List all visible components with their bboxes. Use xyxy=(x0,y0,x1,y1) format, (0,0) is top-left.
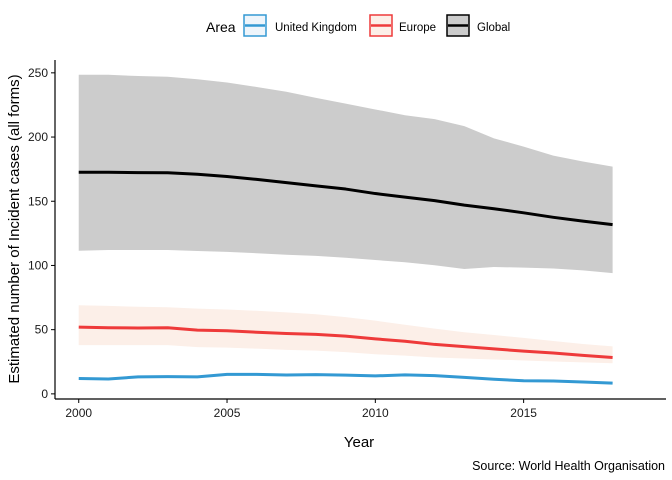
x-tick-label: 2000 xyxy=(65,406,92,420)
y-ticks: 0 50 100 150 200 250 xyxy=(28,66,55,401)
x-tick-label: 2005 xyxy=(214,406,241,420)
y-tick-label: 0 xyxy=(41,387,48,401)
band-global xyxy=(78,74,613,274)
x-axis: 2000 2005 2010 2015 xyxy=(55,398,666,420)
y-tick-label: 150 xyxy=(28,194,48,208)
source-caption: Source: World Health Organisation xyxy=(472,459,665,473)
y-tick-label: 250 xyxy=(28,66,48,80)
line-europe xyxy=(78,325,613,360)
legend-entry-united-kingdom[interactable]: United Kingdom xyxy=(243,14,357,37)
legend-entry-europe[interactable]: Europe xyxy=(369,14,436,37)
legend-title: Area xyxy=(206,19,236,35)
legend: Area United Kingdom Europe Global xyxy=(206,14,510,37)
band-europe xyxy=(78,305,613,364)
y-axis: 0 50 100 150 200 250 xyxy=(28,60,56,401)
legend-label-global: Global xyxy=(477,22,510,34)
y-tick-label: 200 xyxy=(28,130,48,144)
x-tick-label: 2015 xyxy=(510,406,537,420)
y-tick-label: 50 xyxy=(35,323,49,337)
line-global xyxy=(78,170,613,227)
y-axis-title: Estimated number of Incident cases (all … xyxy=(6,74,23,383)
legend-entry-global[interactable]: Global xyxy=(446,14,510,37)
line-united-kingdom xyxy=(78,372,613,385)
y-tick-label: 100 xyxy=(28,258,48,272)
series-lines xyxy=(78,170,613,385)
legend-label-united-kingdom: United Kingdom xyxy=(275,22,357,34)
x-axis-title: Year xyxy=(344,434,374,451)
confidence-bands xyxy=(78,74,613,364)
x-tick-label: 2010 xyxy=(362,406,389,420)
legend-label-europe: Europe xyxy=(399,22,436,34)
x-ticks: 2000 2005 2010 2015 xyxy=(65,399,537,420)
